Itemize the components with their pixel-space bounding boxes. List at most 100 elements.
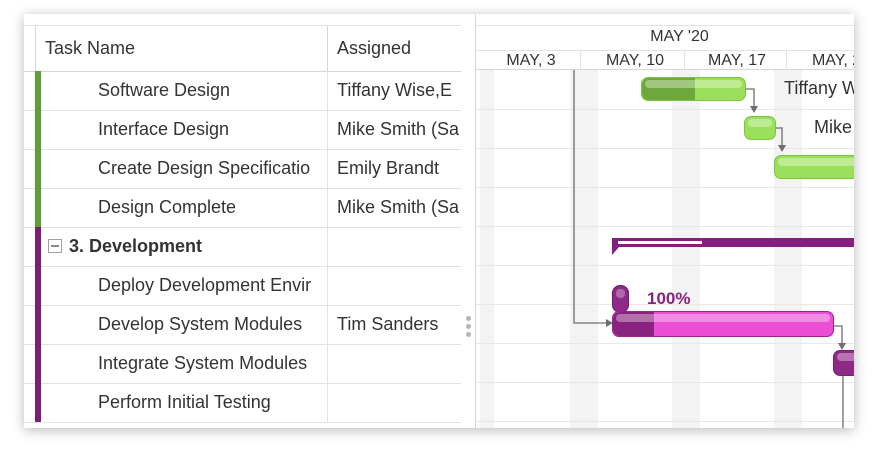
task-bar-interface-design[interactable] — [744, 116, 776, 140]
dependency-links — [573, 70, 846, 428]
row-color-indicator — [35, 383, 41, 422]
task-name: Interface Design — [98, 119, 230, 139]
summary-bar-development[interactable] — [612, 238, 854, 247]
pane-splitter[interactable] — [461, 14, 476, 428]
bar-label: Tiffany Wise, — [784, 78, 854, 98]
task-name: Perform Initial Testing — [98, 392, 271, 412]
splitter-grip-icon — [466, 316, 471, 321]
task-assigned: Emily Brandt — [327, 149, 461, 188]
group-name: 3. Development — [41, 227, 327, 266]
table-row[interactable]: Interface Design Mike Smith (Sa — [24, 110, 461, 150]
row-color-indicator — [35, 110, 41, 149]
row-gridline — [476, 421, 854, 422]
timeline-header: MAY '20 MAY, 3 MAY, 10 MAY, 17 MAY, 24 — [476, 25, 854, 71]
row-gridline — [476, 226, 854, 227]
weekend-shade — [570, 70, 598, 428]
row-color-indicator — [35, 266, 41, 305]
row-gridline — [476, 304, 854, 305]
weekend-shade — [774, 70, 802, 428]
bar-highlight — [778, 158, 854, 166]
week-separator — [786, 50, 787, 71]
task-bar-integrate-system-modules[interactable] — [833, 350, 854, 376]
row-gridline — [476, 382, 854, 383]
task-bar-develop-system-modules[interactable] — [612, 311, 834, 337]
gantt-chart: Task Name Assigned Software Design Tiffa… — [24, 14, 854, 428]
task-name: Design Complete — [98, 197, 237, 217]
row-color-indicator — [35, 149, 41, 188]
table-row[interactable]: Create Design Specificatio Emily Brandt — [24, 149, 461, 189]
task-assigned — [327, 266, 461, 305]
task-assigned: Mike Smith (Sa — [327, 188, 461, 227]
row-color-indicator — [35, 305, 41, 344]
weekend-shade — [672, 70, 700, 428]
task-name: Software Design — [98, 80, 231, 100]
weekend-shade — [480, 70, 494, 428]
progress-label: 100% — [647, 289, 691, 308]
arrow-head-icon — [778, 145, 786, 152]
row-color-indicator — [35, 71, 41, 110]
task-progress — [642, 78, 695, 100]
table-row[interactable]: Software Design Tiffany Wise,E — [24, 71, 461, 111]
task-name: Develop System Modules — [98, 314, 303, 334]
row-color-indicator — [35, 188, 41, 227]
bar-highlight — [645, 80, 742, 88]
timeline-week: MAY, 17 — [707, 52, 767, 69]
table-row[interactable]: Integrate System Modules — [24, 344, 461, 384]
dependency-arrow — [776, 127, 783, 145]
timeline-week: MAY, 3 — [506, 52, 556, 69]
summary-tip — [612, 247, 619, 255]
row-gridline — [476, 187, 854, 188]
collapse-icon[interactable] — [48, 239, 62, 253]
arrow-head-icon — [750, 106, 758, 113]
row-color-indicator — [35, 227, 41, 266]
task-assigned: Mike Smith (Sa — [327, 110, 461, 149]
row-gridline — [476, 109, 854, 110]
column-header-task-name[interactable]: Task Name — [35, 26, 327, 71]
bar-highlight — [748, 119, 772, 127]
task-bar-create-design-spec[interactable] — [774, 155, 854, 179]
timeline-body: Tiffany Wise, Mike Smith 100% — [476, 70, 854, 428]
timeline-pane: MAY '20 MAY, 3 MAY, 10 MAY, 17 MAY, 24 — [476, 14, 854, 428]
splitter-grip-icon — [466, 324, 471, 329]
grid-header: Task Name Assigned — [24, 25, 461, 72]
task-assigned — [327, 227, 461, 266]
arrow-head-icon — [838, 343, 846, 350]
column-header-assigned[interactable]: Assigned — [327, 26, 461, 71]
dependency-arrow — [573, 70, 606, 324]
dependency-arrow — [746, 88, 755, 106]
task-assigned: Tim Sanders — [327, 305, 461, 344]
table-row[interactable]: Design Complete Mike Smith (Sa — [24, 188, 461, 228]
group-label: 3. Development — [69, 236, 203, 256]
timeline-week: MAY, 24 — [811, 52, 854, 69]
task-name: Integrate System Modules — [98, 353, 308, 373]
task-bar-deploy-environment[interactable] — [612, 285, 629, 313]
table-row-group[interactable]: 3. Development — [24, 227, 461, 267]
timeline-month: MAY '20 — [650, 28, 709, 45]
arrow-head-icon — [606, 319, 613, 327]
splitter-grip-icon — [466, 332, 471, 337]
task-grid: Task Name Assigned Software Design Tiffa… — [24, 14, 462, 428]
row-color-indicator — [35, 344, 41, 383]
table-row[interactable]: Perform Initial Testing — [24, 383, 461, 423]
week-separator — [684, 50, 685, 71]
week-separator — [580, 50, 581, 71]
task-assigned: Tiffany Wise,E — [327, 71, 461, 110]
task-assigned — [327, 344, 461, 383]
bar-highlight — [616, 314, 830, 322]
table-row[interactable]: Deploy Development Envir — [24, 266, 461, 306]
dependency-arrow — [834, 325, 843, 343]
task-assigned — [327, 383, 461, 422]
timeline-week: MAY, 10 — [605, 52, 665, 69]
header-divider — [476, 50, 854, 51]
task-progress — [613, 312, 654, 336]
task-name: Create Design Specificatio — [98, 158, 311, 178]
task-name: Deploy Development Envir — [98, 275, 312, 295]
task-bar-software-design[interactable] — [641, 77, 746, 101]
summary-progress — [618, 241, 702, 244]
bar-highlight — [837, 353, 854, 361]
table-row[interactable]: Develop System Modules Tim Sanders — [24, 305, 461, 345]
row-gridline — [476, 343, 854, 344]
bar-label: Mike Smith — [814, 117, 854, 137]
row-gridline — [476, 148, 854, 149]
row-gridline — [476, 265, 854, 266]
